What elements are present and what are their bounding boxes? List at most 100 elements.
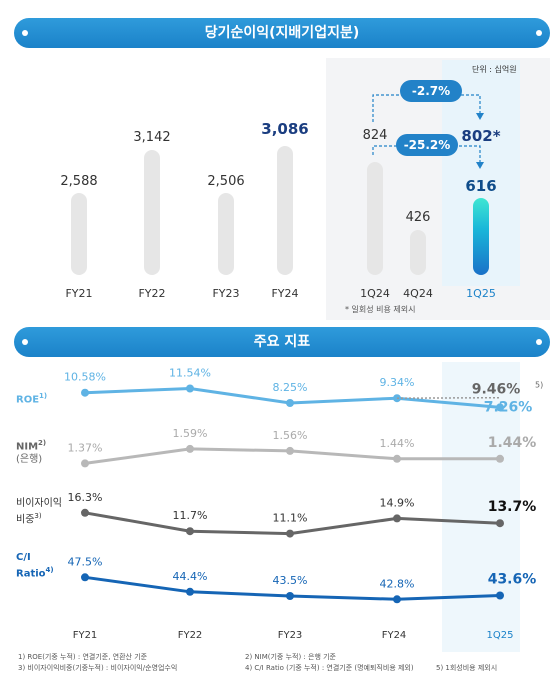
- x-fy22: FY22: [177, 630, 203, 641]
- value-4q24: 426: [405, 210, 431, 225]
- label-nonint-sup: 3): [34, 512, 42, 520]
- nim-value-label: 1.44%: [380, 437, 415, 450]
- label-ci-sup: 4): [45, 566, 54, 574]
- nim-point: [496, 454, 504, 463]
- label-nim: NIM2) (은행): [16, 437, 46, 466]
- unit-label: 단위 : 십억원: [472, 65, 517, 74]
- value-fy21: 2,588: [60, 174, 98, 189]
- roe-adjusted-line: [396, 396, 501, 399]
- roe-value-label: 9.34%: [380, 376, 415, 389]
- nim-point: [286, 446, 294, 455]
- roe-value-label: 11.54%: [169, 367, 211, 380]
- value-1q25-adjusted: 802*: [461, 127, 501, 145]
- value-fy23: 2,506: [207, 174, 245, 189]
- footnote-1: 1) ROE(기중 누적) : 연결기준, 연환산 기준: [18, 653, 148, 661]
- label-ci: C/I Ratio4): [16, 551, 54, 580]
- nonint-value-label: 11.7%: [173, 509, 208, 522]
- nonint-point: [286, 529, 294, 538]
- bar-fy23: [218, 193, 234, 275]
- roe-point: [496, 403, 504, 412]
- cat-4q24: 4Q24: [403, 287, 433, 300]
- banner-dot: [22, 339, 28, 345]
- label-roe-sup: 1): [39, 392, 48, 400]
- value-fy22: 3,142: [133, 130, 171, 145]
- kpi-latest-highlight: [442, 362, 520, 652]
- roe-value-label: 8.25%: [273, 381, 308, 394]
- label-roe-text: ROE: [16, 394, 40, 406]
- label-nim-text: NIM: [16, 441, 39, 453]
- ci-point: [496, 591, 504, 600]
- label-nim-sup: 2): [38, 439, 47, 447]
- roe-value-label: 10.58%: [64, 371, 106, 384]
- roe-point: [186, 384, 194, 393]
- ci-value-label: 44.4%: [173, 570, 208, 583]
- kpi-title: 주요 지표: [253, 334, 311, 350]
- footnote-3: 3) 비이자이익비중(기중누적) : 비이자이익/순영업수익: [18, 664, 178, 672]
- value-1q24: 824: [362, 128, 388, 143]
- x-fy21: FY21: [72, 630, 98, 641]
- nonint-point: [496, 519, 504, 528]
- change-badge-yoy: -2.7%: [400, 80, 462, 102]
- ci-value-label: 43.5%: [273, 574, 308, 587]
- cat-fy24: FY24: [271, 287, 299, 300]
- nonint-point: [393, 514, 401, 523]
- nonint-value-label: 13.7%: [488, 499, 537, 515]
- x-1q25: 1Q25: [486, 630, 514, 641]
- x-fy23: FY23: [277, 630, 303, 641]
- banner-dot: [536, 339, 542, 345]
- cat-fy22: FY22: [138, 287, 166, 300]
- nim-value-label: 1.37%: [68, 441, 103, 454]
- nonint-point: [186, 527, 194, 536]
- roe-adjusted-label: 9.46%: [472, 382, 521, 398]
- nonint-point: [81, 508, 89, 517]
- nonint-value-label: 14.9%: [380, 496, 415, 509]
- bar-1q25: [473, 198, 489, 275]
- cat-fy23: FY23: [212, 287, 240, 300]
- ci-point: [186, 587, 194, 596]
- roe-point: [286, 399, 294, 407]
- footnote-5: 5) 1회성비용 제외시: [436, 664, 498, 672]
- ci-value-label: 42.8%: [380, 577, 415, 590]
- label-roe: ROE1): [16, 390, 47, 406]
- ci-point: [393, 595, 401, 604]
- bar-1q24: [367, 162, 383, 275]
- label-nim-sub: (은행): [16, 454, 43, 466]
- profit-title: 당기순이익(지배기업지분): [204, 25, 360, 41]
- roe-adjusted-sup: 5): [535, 381, 543, 390]
- nonint-value-label: 11.1%: [273, 512, 308, 525]
- bar-4q24: [410, 230, 426, 275]
- nim-value-label: 1.44%: [488, 435, 537, 451]
- value-fy24: 3,086: [261, 120, 309, 138]
- ci-point: [286, 592, 294, 600]
- bar-fy22: [144, 150, 160, 275]
- nim-point: [393, 454, 401, 463]
- bar-fy21: [71, 193, 87, 275]
- ci-value-label: 43.6%: [488, 572, 537, 588]
- footnote-2: 2) NIM(기중 누적) : 은행 기준: [245, 653, 336, 661]
- cat-fy21: FY21: [65, 287, 93, 300]
- profit-header: 당기순이익(지배기업지분): [14, 18, 550, 48]
- label-ci-text1: C/I: [16, 552, 31, 563]
- label-nonint-text2: 비중: [16, 514, 35, 526]
- nim-point: [186, 444, 194, 453]
- banner-dot: [22, 30, 28, 36]
- kpi-header: 주요 지표: [14, 327, 550, 357]
- roe-value-label: 7.26%: [484, 399, 533, 415]
- label-nonint: 비이자이익 비중3): [16, 497, 62, 526]
- nim-point: [81, 459, 89, 468]
- value-1q25: 616: [465, 177, 497, 195]
- nim-value-label: 1.59%: [173, 427, 208, 440]
- banner-dot: [536, 30, 542, 36]
- roe-point: [81, 388, 89, 397]
- nonint-value-label: 16.3%: [68, 491, 103, 504]
- label-nonint-text1: 비이자이익: [16, 498, 62, 509]
- x-fy24: FY24: [381, 630, 407, 641]
- ci-point: [81, 573, 89, 582]
- bar-fy24: [277, 146, 293, 275]
- change-badge-adjusted: -25.2%: [396, 134, 458, 156]
- one-off-footnote: * 일회성 비용 제외시: [345, 305, 416, 314]
- cat-1q24: 1Q24: [360, 287, 390, 300]
- ci-value-label: 47.5%: [68, 555, 103, 568]
- footnote-4: 4) C/I Ratio (기중 누적) : 연결기준 (명예퇴직비용 제외): [245, 664, 414, 672]
